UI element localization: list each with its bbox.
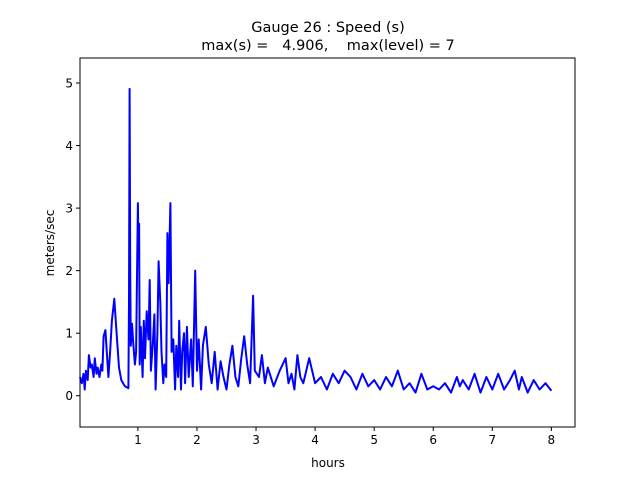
x-tick-label: 1 bbox=[134, 433, 142, 447]
y-tick-label: 1 bbox=[65, 327, 73, 341]
x-tick-label: 3 bbox=[252, 433, 260, 447]
y-axis-label: meters/sec bbox=[43, 210, 57, 277]
x-tick-label: 5 bbox=[370, 433, 378, 447]
x-tick-label: 7 bbox=[488, 433, 496, 447]
y-tick-label: 2 bbox=[65, 264, 73, 278]
y-tick-label: 4 bbox=[65, 139, 73, 153]
y-tick-label: 5 bbox=[65, 77, 73, 91]
y-tick-label: 0 bbox=[65, 389, 73, 403]
chart-subtitle: max(s) = 4.906, max(level) = 7 bbox=[201, 38, 455, 54]
axes-frame bbox=[79, 57, 576, 428]
x-axis-label: hours bbox=[311, 456, 345, 470]
y-axis: 0 1 2 3 4 5 bbox=[65, 77, 80, 403]
y-tick-label: 3 bbox=[65, 202, 73, 216]
x-tick-label: 4 bbox=[311, 433, 319, 447]
x-axis: 1 2 3 4 5 6 7 8 bbox=[134, 427, 555, 447]
series-line-speed bbox=[79, 87, 553, 394]
plot-area bbox=[79, 87, 553, 394]
x-tick-label: 6 bbox=[429, 433, 437, 447]
x-tick-label: 8 bbox=[548, 433, 556, 447]
x-tick-label: 2 bbox=[193, 433, 201, 447]
chart-title: Gauge 26 : Speed (s) bbox=[251, 20, 405, 36]
